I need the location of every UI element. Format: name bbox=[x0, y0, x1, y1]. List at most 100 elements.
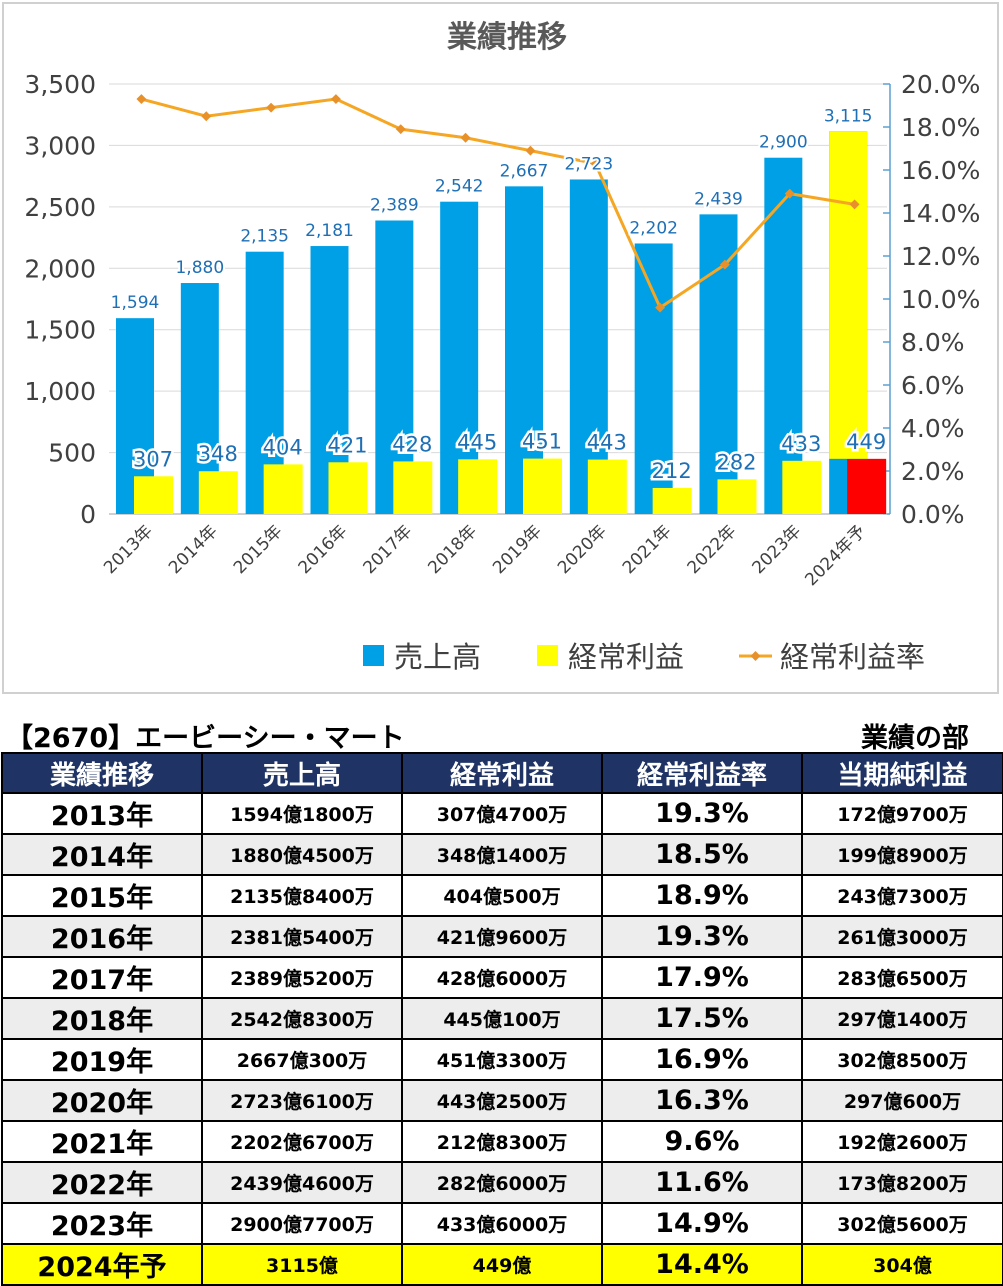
legend-swatch-rate-point bbox=[750, 651, 761, 661]
ordinary-profit-rate-point bbox=[201, 111, 212, 122]
cell-rate: 11.6% bbox=[601, 1161, 803, 1204]
y-right-tick-label: 0.0% bbox=[901, 500, 965, 529]
header-ordinary-profit: 経常利益 bbox=[401, 752, 603, 794]
sales-data-label: 2,135 bbox=[240, 227, 289, 247]
cell-net-income: 302億8500万 bbox=[801, 1038, 1003, 1081]
cell-ordinary-profit: 445億100万 bbox=[401, 997, 603, 1040]
sales-bar-forecast bbox=[829, 131, 868, 459]
cell-sales: 1880億4500万 bbox=[201, 833, 403, 876]
x-tick-label: 2015年 bbox=[230, 521, 287, 578]
cell-ordinary-profit: 348億1400万 bbox=[401, 833, 603, 876]
cell-ordinary-profit: 212億8300万 bbox=[401, 1120, 603, 1163]
ordinary-profit-rate-point bbox=[784, 188, 795, 199]
table-row: 2015年 2135億8400万 404億500万 18.9% 243億7300… bbox=[1, 874, 1003, 917]
ordinary-profit-data-label: 428 bbox=[392, 432, 432, 456]
x-tick-label: 2022年 bbox=[684, 521, 741, 578]
cell-ordinary-profit: 421億9600万 bbox=[401, 915, 603, 958]
table-header-row: 業績推移 売上高 経常利益 経常利益率 当期純利益 bbox=[1, 752, 1003, 794]
x-tick-label: 2016年 bbox=[295, 521, 352, 578]
ordinary-profit-data-label: 421 bbox=[327, 433, 367, 457]
ordinary-profit-data-label: 433 bbox=[781, 432, 821, 456]
cell-year: 2014年 bbox=[1, 833, 203, 876]
ordinary-profit-rate-point bbox=[136, 94, 147, 104]
x-tick-label: 2014年 bbox=[165, 521, 222, 578]
cell-rate: 14.9% bbox=[601, 1202, 803, 1245]
cell-ordinary-profit: 443億2500万 bbox=[401, 1079, 603, 1122]
table-row: 2018年 2542億8300万 445億100万 17.5% 297億1400… bbox=[1, 997, 1003, 1040]
legend-swatch-ordinary-profit bbox=[537, 645, 558, 666]
table-row: 2016年 2381億5400万 421億9600万 19.3% 261億300… bbox=[1, 915, 1003, 958]
y-left-tick-label: 1,000 bbox=[24, 377, 96, 406]
sales-data-label: 2,723 bbox=[564, 154, 613, 174]
table-row: 2019年 2667億300万 451億3300万 16.9% 302億8500… bbox=[1, 1038, 1003, 1081]
table-row: 2013年 1594億1800万 307億4700万 19.3% 172億970… bbox=[1, 792, 1003, 835]
y-right-tick-label: 6.0% bbox=[901, 371, 965, 400]
cell-ordinary-profit: 282億6000万 bbox=[401, 1161, 603, 1204]
y-right-tick-label: 4.0% bbox=[901, 414, 965, 443]
ordinary-profit-bar bbox=[198, 471, 238, 514]
cell-sales: 2900億7700万 bbox=[201, 1202, 403, 1245]
chart-title: 業績推移 bbox=[447, 20, 567, 55]
header-net-income: 当期純利益 bbox=[801, 752, 1003, 794]
chart-canvas: 業績推移 0 500 1,000 1,500 2,000 2,500 3,000 3,500 0.… bbox=[24, 20, 980, 674]
cell-net-income: 199億8900万 bbox=[801, 833, 1003, 876]
sales-data-label: 2,202 bbox=[629, 218, 678, 238]
cell-sales: 2542億8300万 bbox=[201, 997, 403, 1040]
cell-sales: 2439億4600万 bbox=[201, 1161, 403, 1204]
ordinary-profit-bar bbox=[134, 476, 173, 514]
ordinary-profit-bar bbox=[393, 461, 433, 514]
ordinary-profit-rate-point bbox=[525, 145, 536, 156]
ordinary-profit-rate-point bbox=[395, 124, 406, 135]
ordinary-profit-bar bbox=[523, 458, 562, 514]
cell-year: 2021年 bbox=[1, 1120, 203, 1163]
sales-data-label: 3,115 bbox=[824, 106, 873, 126]
y-left-tick-label: 0 bbox=[80, 500, 96, 529]
cell-ordinary-profit: 404億500万 bbox=[401, 874, 603, 917]
sales-bar bbox=[699, 214, 738, 514]
y-right-tick-label: 2.0% bbox=[901, 457, 965, 486]
legend-label-ordinary-profit: 経常利益 bbox=[568, 640, 684, 674]
ordinary-profit-data-label: 404 bbox=[263, 435, 303, 459]
y-left-tick-label: 3,500 bbox=[24, 70, 96, 99]
ordinary-profit-data-label: 282 bbox=[716, 450, 756, 474]
cell-net-income: 283億6500万 bbox=[801, 956, 1003, 999]
ordinary-profit-data-label: 348 bbox=[198, 442, 238, 466]
legend-label-sales: 売上高 bbox=[394, 640, 481, 674]
y-left-tick-label: 2,500 bbox=[24, 193, 96, 222]
ordinary-profit-rate-point bbox=[460, 132, 471, 143]
cell-ordinary-profit: 307億4700万 bbox=[401, 792, 603, 835]
legend-label-ordinary-profit-rate: 経常利益率 bbox=[780, 640, 925, 674]
cell-net-income: 297億600万 bbox=[801, 1079, 1003, 1122]
y-right-tick-label: 20.0% bbox=[901, 70, 980, 99]
cell-sales: 2667億300万 bbox=[201, 1038, 403, 1081]
y-right-tick-label: 16.0% bbox=[901, 156, 980, 185]
sales-data-label: 1,594 bbox=[111, 293, 160, 313]
ordinary-profit-bar bbox=[458, 459, 498, 514]
cell-year: 2023年 bbox=[1, 1202, 203, 1245]
cell-ordinary-profit: 449億 bbox=[401, 1243, 603, 1286]
y-left-tick-label: 3,000 bbox=[24, 131, 96, 160]
cell-sales: 1594億1800万 bbox=[201, 792, 403, 835]
cell-net-income: 304億 bbox=[801, 1243, 1003, 1286]
ordinary-profit-data-label: 443 bbox=[587, 431, 627, 455]
ordinary-profit-rate-point bbox=[266, 102, 277, 113]
header-ordinary-profit-rate: 経常利益率 bbox=[601, 752, 803, 794]
y-right-tick-label: 8.0% bbox=[901, 328, 965, 357]
table-row: 2020年 2723億6100万 443億2500万 16.3% 297億600… bbox=[1, 1079, 1003, 1122]
cell-net-income: 192億2600万 bbox=[801, 1120, 1003, 1163]
ordinary-profit-data-label: 212 bbox=[652, 459, 692, 483]
cell-rate: 18.9% bbox=[601, 874, 803, 917]
sales-data-label: 2,900 bbox=[759, 133, 808, 153]
table-row-forecast: 2024年予 3115億 449億 14.4% 304億 bbox=[1, 1243, 1003, 1286]
cell-sales: 2389億5200万 bbox=[201, 956, 403, 999]
sales-bar bbox=[764, 157, 803, 514]
ordinary-profit-data-label: 445 bbox=[457, 430, 497, 454]
sales-bar bbox=[569, 179, 608, 514]
section-label: 業績の部 bbox=[861, 723, 969, 754]
ordinary-profit-rate-line bbox=[141, 97, 855, 310]
cell-net-income: 243億7300万 bbox=[801, 874, 1003, 917]
x-tick-label: 2020年 bbox=[554, 521, 611, 578]
cell-year: 2015年 bbox=[1, 874, 203, 917]
y-right-tick-label: 14.0% bbox=[901, 199, 980, 228]
table-row: 2022年 2439億4600万 282億6000万 11.6% 173億820… bbox=[1, 1161, 1003, 1204]
